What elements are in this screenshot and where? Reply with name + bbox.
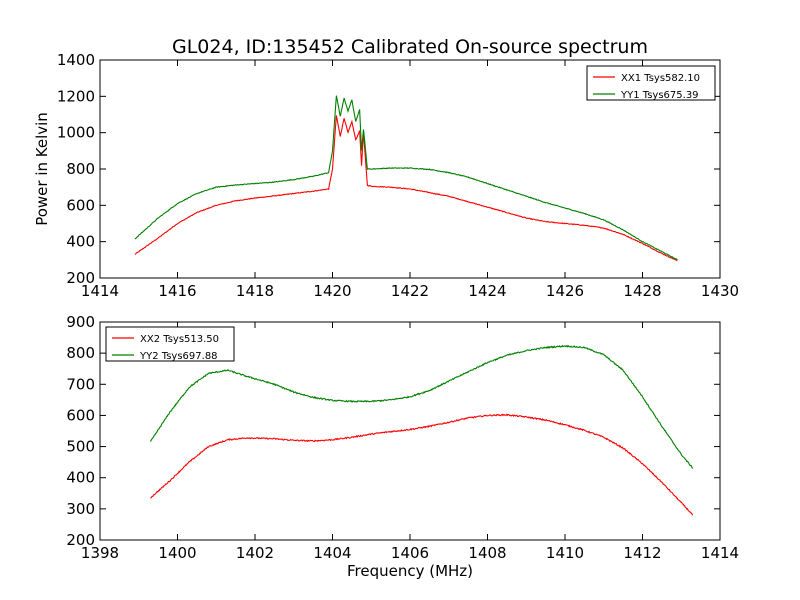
bottom-plot-ticks: 1398 1400 1402 1404 1406 1408 1410 1412 1414 200 3… [66, 313, 739, 562]
y-tick-label: 1000 [57, 124, 95, 142]
y-tick-label: 600 [66, 406, 95, 424]
x-tick-label: 1430 [701, 282, 739, 300]
y-tick-label: 300 [66, 500, 95, 518]
y-tick-label: 500 [66, 438, 95, 456]
x-tick-label: 1414 [701, 544, 739, 562]
figure-title: GL024, ID:135452 Calibrated On-source sp… [172, 36, 648, 58]
y-tick-label: 1200 [57, 87, 95, 105]
top-plot: 1414 1416 1418 1420 1422 1424 1426 1428 1430 200 4… [57, 51, 739, 300]
top-plot-frame [99, 59, 721, 279]
legend-label: XX2 Tsys513.50 [140, 334, 219, 345]
y-tick-label: 200 [66, 269, 95, 287]
y-tick-label: 200 [66, 531, 95, 549]
x-tick-label: 1418 [236, 282, 274, 300]
series-line-xx [150, 413, 694, 516]
x-tick-label: 1424 [468, 282, 506, 300]
x-tick-label: 1404 [313, 544, 351, 562]
y-tick-label: 400 [66, 469, 95, 487]
series-line-xx [134, 115, 678, 262]
legend-label: XX1 Tsys582.10 [621, 73, 700, 84]
bottom-plot-legend: XX2 Tsys513.50 YY2 Tsys697.88 [105, 326, 235, 362]
top-plot-legend: XX1 Tsys582.10 YY1 Tsys675.39 [586, 65, 716, 101]
bottom-plot: 1398 1400 1402 1404 1406 1408 1410 1412 1414 200 3… [66, 313, 739, 562]
bottom-plot-frame [99, 321, 721, 541]
x-tick-label: 1402 [236, 544, 274, 562]
legend-label: YY1 Tsys675.39 [620, 90, 699, 101]
x-tick-label: 1426 [546, 282, 584, 300]
y-tick-label: 1400 [57, 51, 95, 69]
y-tick-label: 600 [66, 196, 95, 214]
x-tick-label: 1398 [81, 544, 119, 562]
x-tick-label: 1422 [391, 282, 429, 300]
x-tick-label: 1406 [391, 544, 429, 562]
bottom-plot-lines [149, 344, 694, 516]
x-tick-label: 1408 [468, 544, 506, 562]
x-tick-label: 1414 [81, 282, 119, 300]
y-tick-label: 400 [66, 233, 95, 251]
top-plot-lines [134, 95, 678, 262]
x-tick-label: 1416 [158, 282, 196, 300]
top-plot-ticks: 1414 1416 1418 1420 1422 1424 1426 1428 1430 200 4… [57, 51, 739, 300]
y-tick-label: 900 [66, 313, 95, 331]
series-line-yy [134, 95, 678, 261]
x-tick-label: 1400 [158, 544, 196, 562]
x-tick-label: 1420 [313, 282, 351, 300]
y-tick-label: 800 [66, 160, 95, 178]
x-tick-label: 1428 [623, 282, 661, 300]
series-line-yy [149, 344, 694, 469]
y-tick-label: 700 [66, 375, 95, 393]
bottom-x-axis-label: Frequency (MHz) [347, 562, 473, 580]
top-y-axis-label: Power in Kelvin [33, 112, 51, 226]
y-tick-label: 800 [66, 344, 95, 362]
x-tick-label: 1412 [623, 544, 661, 562]
x-tick-label: 1410 [546, 544, 584, 562]
legend-label: YY2 Tsys697.88 [139, 351, 218, 362]
